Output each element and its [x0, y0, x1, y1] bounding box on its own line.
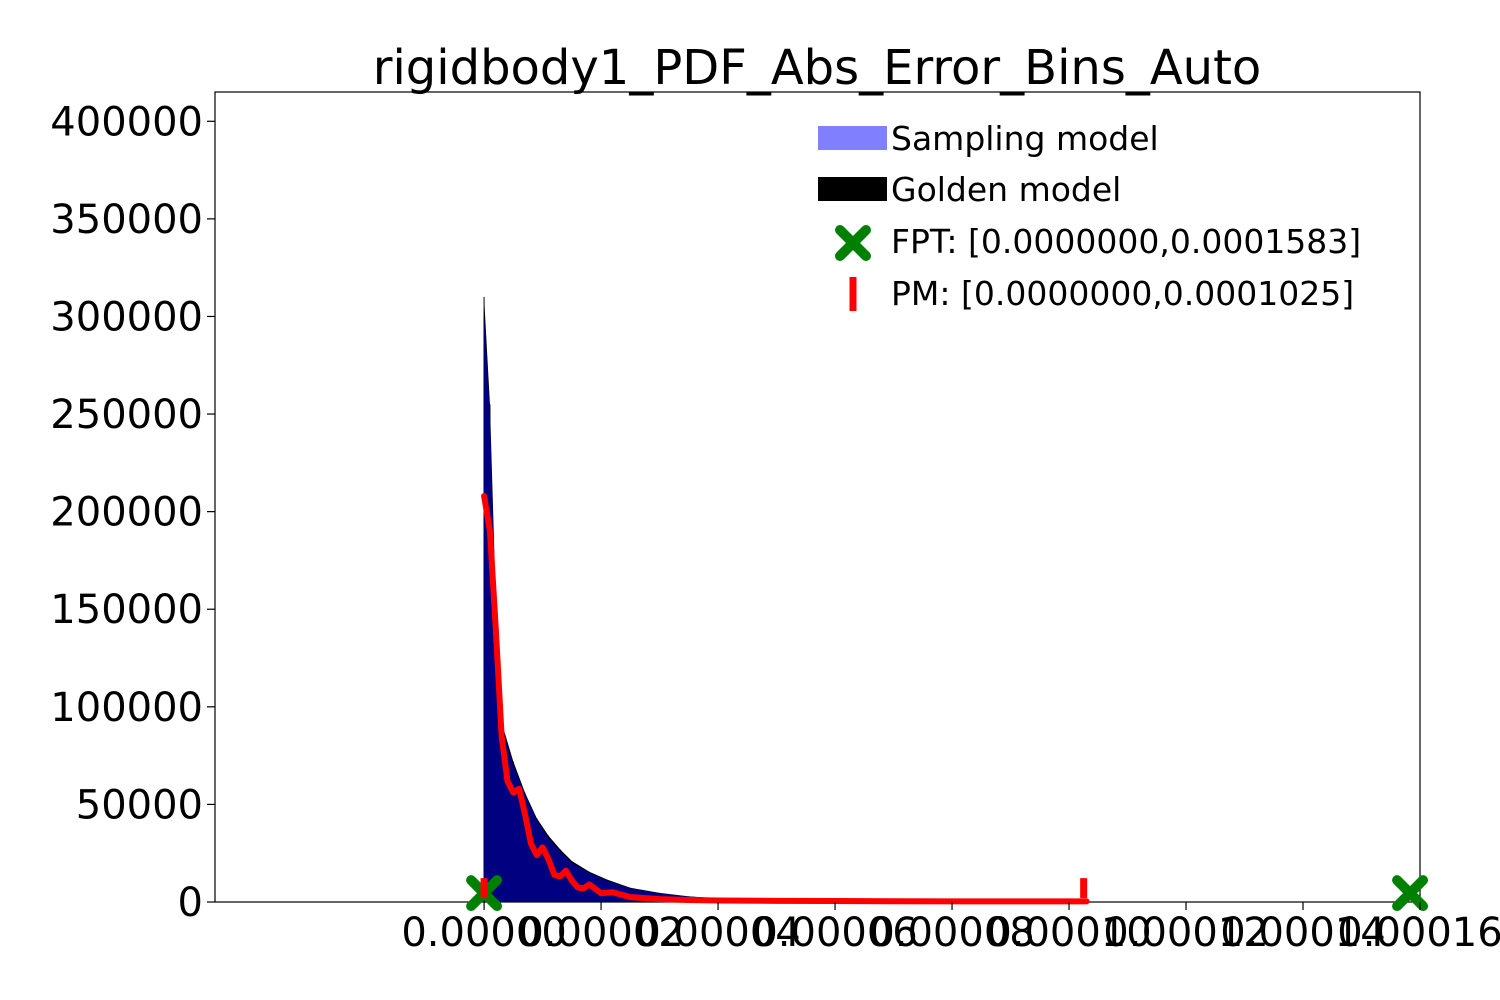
golden-bars — [483, 296, 953, 902]
y-tick-label: 150000 — [50, 587, 203, 633]
legend-label: FPT: [0.0000000,0.0001583] — [891, 222, 1361, 261]
x-tick-label: 0.00004 — [635, 910, 800, 956]
y-tick-label: 350000 — [50, 197, 203, 243]
histogram-fill — [484, 296, 953, 902]
y-tick-label: 200000 — [50, 490, 203, 536]
plot-frame — [214, 91, 1421, 903]
kde-line — [481, 493, 1090, 905]
x-axis: 0.000000.000020.000040.000060.000080.000… — [401, 902, 1500, 956]
x-tick-label: 0.00016 — [1337, 910, 1500, 956]
x-tick-label: 0.00000 — [401, 910, 566, 956]
y-tick-label: 250000 — [50, 392, 203, 438]
legend-swatch — [818, 177, 887, 201]
x-tick-label: 0.00010 — [986, 910, 1151, 956]
legend-label: PM: [0.0000000,0.0001025] — [891, 274, 1354, 313]
legend: Sampling model Golden model FPT: [0.000000… — [818, 119, 1361, 313]
markers-group — [466, 875, 1429, 912]
golden-model-area — [484, 296, 953, 902]
legend-fpt-marker — [835, 225, 871, 261]
x-tick-label: 0.00006 — [752, 910, 917, 956]
sampling-bars — [483, 316, 953, 902]
y-tick-label: 50000 — [76, 782, 203, 828]
x-tick-label: 0.00008 — [869, 910, 1034, 956]
x-tick-label: 0.00002 — [518, 910, 683, 956]
y-tick-label: 400000 — [50, 99, 203, 145]
x-tick-label: 0.00012 — [1103, 910, 1268, 956]
y-tick-label: 0 — [178, 880, 203, 926]
legend-label: Sampling model — [891, 119, 1159, 158]
legend-swatch — [818, 126, 887, 150]
legend-label: Golden model — [891, 170, 1121, 209]
kde-line-group — [481, 493, 1090, 905]
chart-title: rigidbody1_PDF_Abs_Error_Bins_Auto — [373, 40, 1262, 96]
x-tick-label: 0.00014 — [1220, 910, 1385, 956]
fpt-marker — [1392, 875, 1429, 912]
y-tick-label: 300000 — [50, 294, 203, 340]
y-tick-label: 100000 — [50, 685, 203, 731]
y-axis: 0 50000 100000 150000 200000 250000 300000 3500… — [50, 99, 215, 926]
sampling-model-area — [484, 316, 953, 902]
